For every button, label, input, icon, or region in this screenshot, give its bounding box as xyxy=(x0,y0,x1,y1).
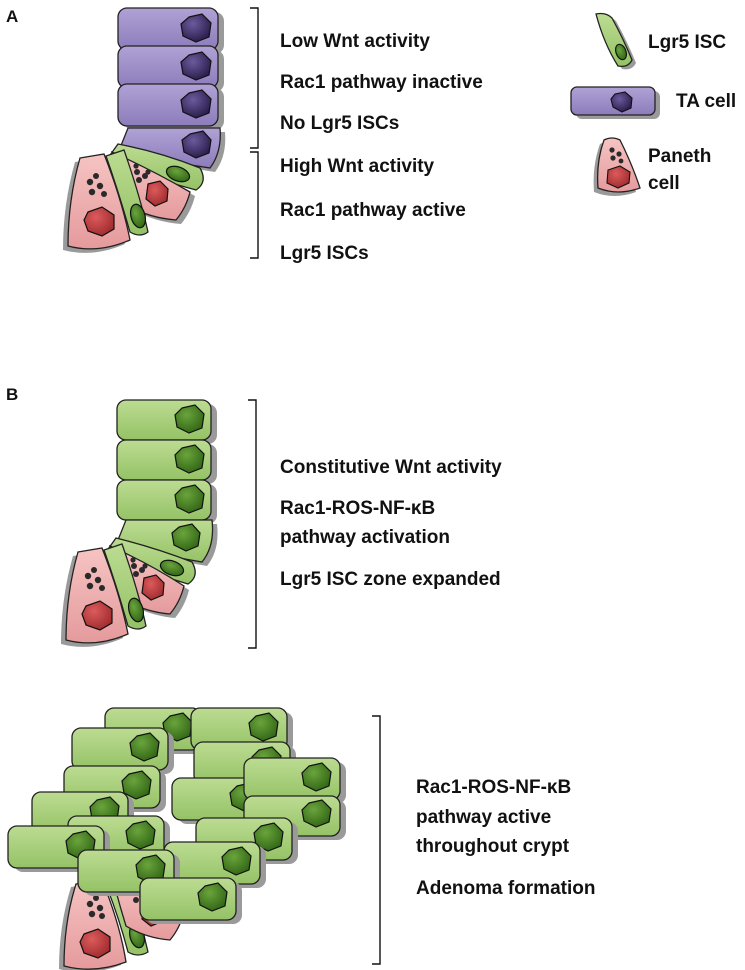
ta-cell xyxy=(117,83,224,130)
label-high-wnt: High Wnt activity xyxy=(280,156,435,177)
label-pathway-activation: pathway activation xyxy=(280,527,450,548)
legend-lgr5-label: Lgr5 ISC xyxy=(648,32,726,53)
label-lgr5-iscs: Lgr5 ISCs xyxy=(280,243,369,264)
label-rac1-ros-nfkb: Rac1-ROS-NF-κB xyxy=(280,498,435,519)
legend: Lgr5 ISC TA cell Paneth cell xyxy=(570,12,736,196)
lgr5-stem-cell xyxy=(103,543,147,630)
paneth-cell xyxy=(61,547,129,647)
panel-b-crypt xyxy=(61,399,218,647)
label-rac1-inactive: Rac1 pathway inactive xyxy=(280,72,483,93)
lgr5-stem-cell xyxy=(116,399,217,444)
label-adenoma-formation: Adenoma formation xyxy=(416,878,595,899)
legend-ta-icon xyxy=(570,86,660,119)
ta-cell xyxy=(119,127,226,172)
bracket-adenoma xyxy=(372,715,381,965)
legend-lgr5-icon xyxy=(595,12,636,70)
legend-paneth-label-1: Paneth xyxy=(648,146,711,167)
ta-cell xyxy=(117,45,224,92)
bracket-panel-b-crypt xyxy=(248,399,257,649)
lgr5-stem-cell xyxy=(243,757,346,804)
label-constitutive-wnt: Constitutive Wnt activity xyxy=(280,457,502,478)
adenoma-cluster xyxy=(7,707,346,970)
label-no-lgr5: No Lgr5 ISCs xyxy=(280,113,399,134)
label-throughout-crypt: throughout crypt xyxy=(416,836,570,857)
panel-letter-b: B xyxy=(6,385,18,404)
label-lgr5-zone-expanded: Lgr5 ISC zone expanded xyxy=(280,569,501,590)
paneth-cell xyxy=(59,879,127,970)
label-low-wnt: Low Wnt activity xyxy=(280,31,430,52)
label-pathway-active: pathway active xyxy=(416,807,551,828)
lgr5-stem-cell xyxy=(71,727,174,774)
panel-a-crypt xyxy=(63,7,226,253)
legend-paneth-label-2: cell xyxy=(648,173,680,194)
lgr5-stem-cell xyxy=(116,479,217,524)
label-rac1-active: Rac1 pathway active xyxy=(280,200,466,221)
bracket-upper-zone xyxy=(250,7,259,149)
ta-cell xyxy=(117,7,224,54)
label-rac1-ros-nfkb-2: Rac1-ROS-NF-κB xyxy=(416,777,571,798)
lgr5-stem-cell xyxy=(139,877,242,924)
legend-ta-label: TA cell xyxy=(676,91,736,112)
legend-paneth-icon xyxy=(593,137,641,196)
bracket-lower-zone xyxy=(250,151,259,259)
lgr5-stem-cell xyxy=(116,439,217,484)
paneth-cell xyxy=(63,153,131,253)
panel-letter-a: A xyxy=(6,7,18,26)
